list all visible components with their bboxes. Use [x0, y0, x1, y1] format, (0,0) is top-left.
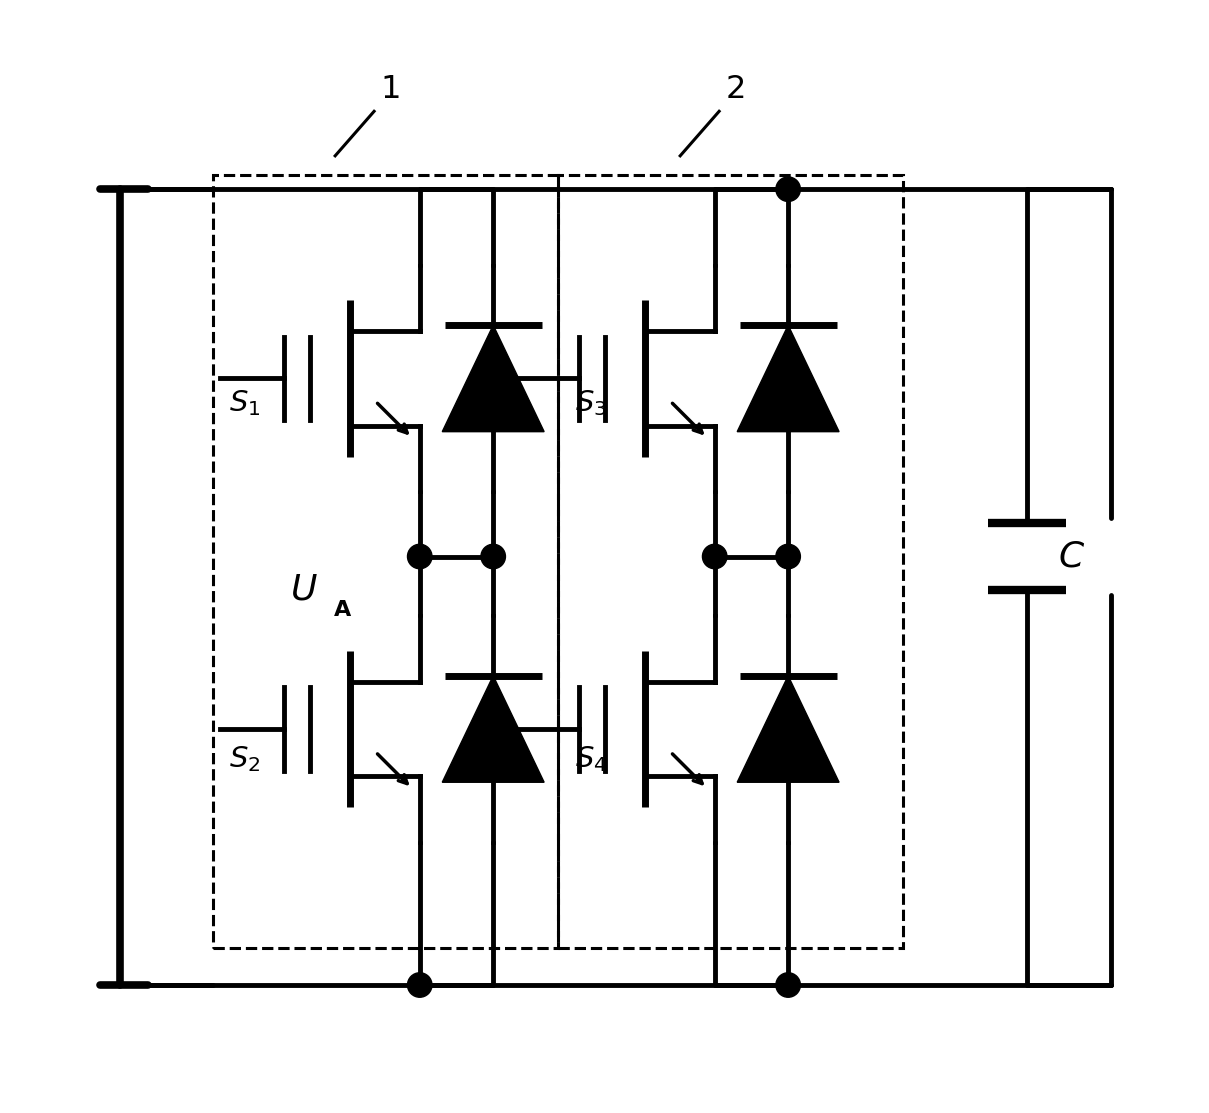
Text: 2: 2 — [725, 73, 746, 105]
Circle shape — [407, 544, 432, 569]
Polygon shape — [737, 676, 839, 782]
Text: $S_3$: $S_3$ — [575, 388, 607, 417]
Circle shape — [776, 544, 800, 569]
Circle shape — [776, 177, 800, 201]
Circle shape — [702, 544, 727, 569]
Text: $\mathit{U}$: $\mathit{U}$ — [290, 573, 318, 607]
Polygon shape — [737, 325, 839, 432]
Text: $S_2$: $S_2$ — [230, 745, 261, 774]
Text: $S_4$: $S_4$ — [575, 745, 607, 774]
Text: 1: 1 — [381, 73, 401, 105]
Circle shape — [481, 544, 505, 569]
Text: $C$: $C$ — [1058, 540, 1086, 573]
Text: $\mathbf{A}$: $\mathbf{A}$ — [334, 599, 353, 621]
Polygon shape — [442, 325, 544, 432]
Circle shape — [776, 973, 800, 997]
Polygon shape — [442, 676, 544, 782]
Text: $S_1$: $S_1$ — [230, 388, 261, 417]
Circle shape — [407, 973, 432, 997]
